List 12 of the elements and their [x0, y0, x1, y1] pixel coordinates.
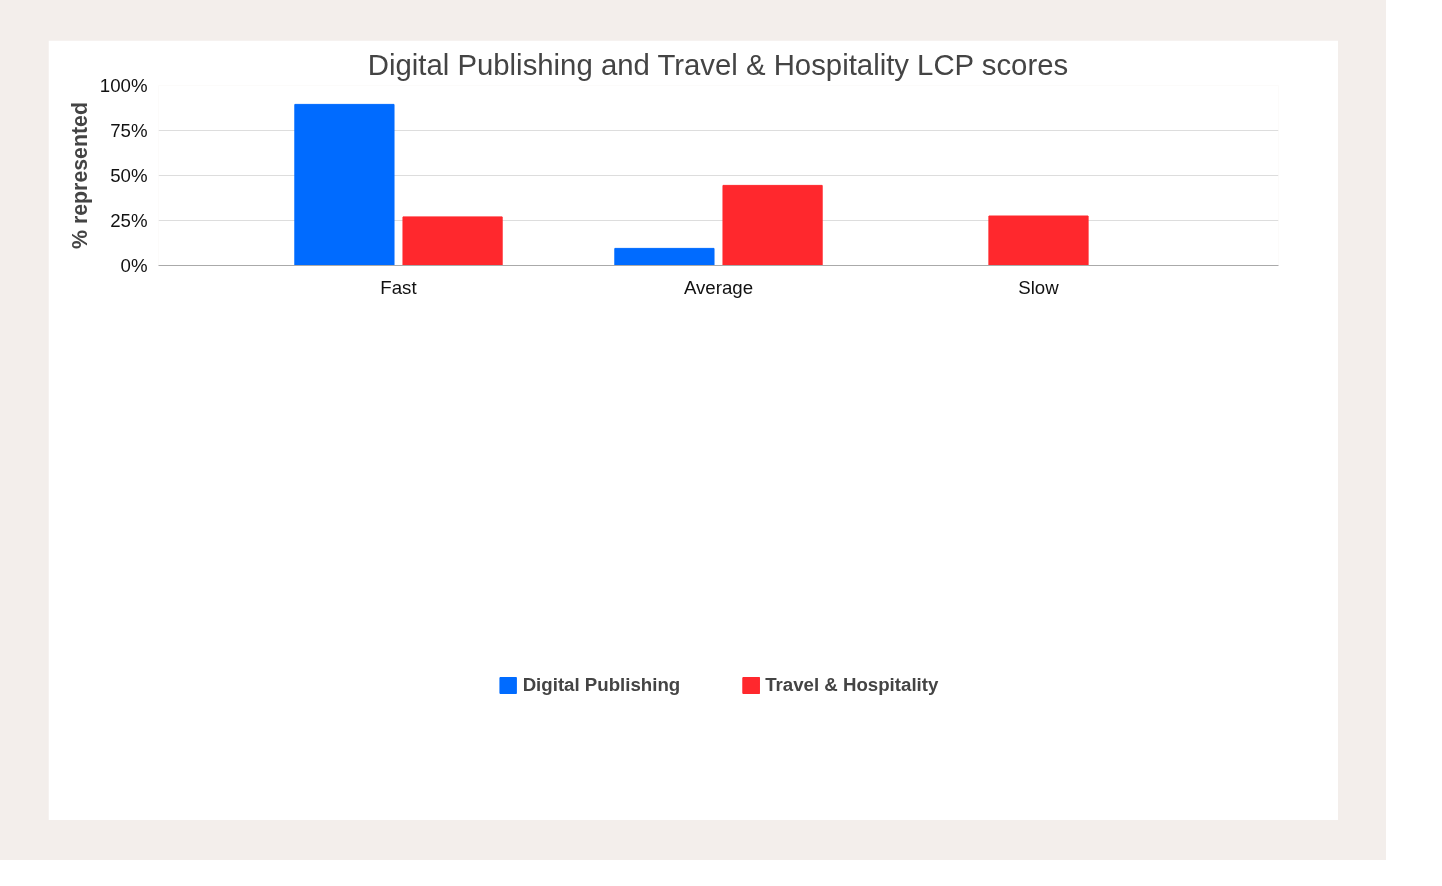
y-tick-label: 50% — [110, 165, 148, 186]
y-tick-label: 75% — [110, 120, 148, 141]
y-tick-label: 100% — [99, 75, 148, 96]
y-tick-label: 25% — [110, 210, 148, 231]
chart-title: Digital Publishing and Travel & Hospitality LCP scores — [367, 47, 1069, 81]
x-tick-label: Average — [683, 276, 754, 298]
legend-label: Digital Publishing — [522, 673, 681, 696]
legend-label: Travel & Hospitality — [765, 673, 939, 696]
x-tick-label: Slow — [1018, 276, 1060, 298]
x-tick-label: Fast — [380, 276, 418, 298]
y-axis-title: % represented — [67, 101, 92, 249]
y-tick-label: 0% — [120, 255, 148, 276]
